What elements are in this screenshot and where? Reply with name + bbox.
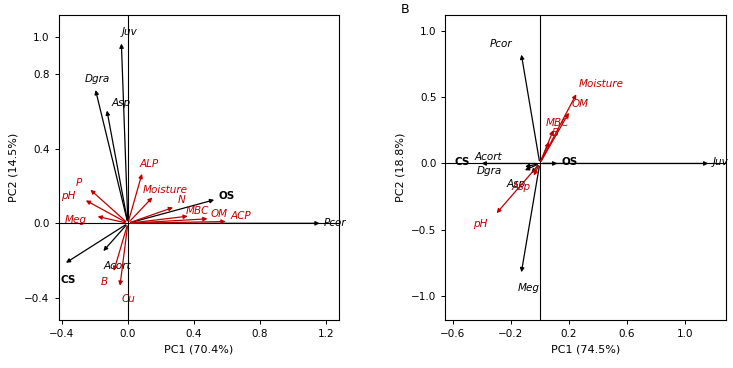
Text: CS: CS (454, 157, 470, 167)
Text: OM: OM (210, 209, 227, 219)
Text: CS: CS (60, 276, 75, 286)
Text: Dgra: Dgra (85, 74, 110, 84)
Text: B: B (551, 128, 559, 138)
Text: Asp: Asp (507, 179, 526, 190)
X-axis label: PC1 (70.4%): PC1 (70.4%) (164, 345, 233, 355)
Text: Moisture: Moisture (143, 185, 188, 195)
Text: Moisture: Moisture (579, 79, 624, 89)
Text: B: B (400, 3, 409, 15)
Text: Asp: Asp (111, 98, 130, 108)
Text: B: B (101, 277, 108, 287)
X-axis label: PC1 (74.5%): PC1 (74.5%) (551, 345, 620, 355)
Text: pH: pH (473, 219, 487, 229)
Text: P: P (75, 178, 81, 188)
Text: Pcor: Pcor (324, 218, 347, 228)
Text: Pcor: Pcor (490, 39, 512, 49)
Text: Asp: Asp (512, 182, 531, 192)
Text: Meg: Meg (65, 215, 86, 224)
Text: MBC: MBC (185, 206, 209, 216)
Text: Acort: Acort (474, 152, 502, 162)
Text: ACP: ACP (230, 212, 251, 222)
Y-axis label: PC2 (18.8%): PC2 (18.8%) (396, 133, 405, 202)
Text: Acort: Acort (103, 261, 130, 270)
Text: MBC: MBC (545, 118, 569, 128)
Text: Juv: Juv (122, 27, 138, 37)
Text: Dgra: Dgra (476, 166, 502, 176)
Text: OS: OS (561, 157, 578, 167)
Text: Cu: Cu (121, 294, 135, 304)
Text: OS: OS (218, 191, 235, 201)
Text: pH: pH (61, 191, 75, 201)
Text: N: N (177, 195, 185, 205)
Text: Juv: Juv (712, 157, 729, 167)
Text: ALP: ALP (139, 159, 158, 169)
Text: Meg: Meg (518, 283, 540, 293)
Text: OM: OM (572, 99, 589, 109)
Y-axis label: PC2 (14.5%): PC2 (14.5%) (9, 133, 19, 202)
